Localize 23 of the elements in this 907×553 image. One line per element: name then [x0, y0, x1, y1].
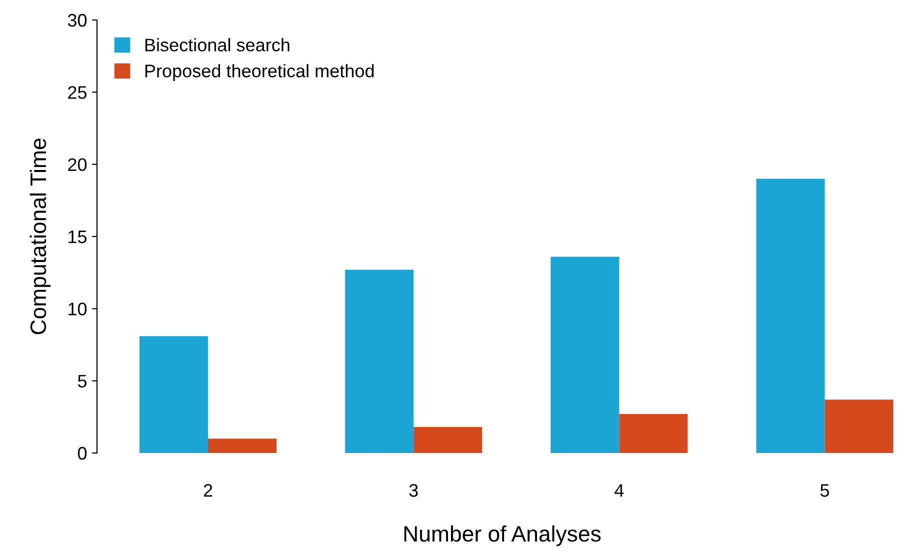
bar: [756, 178, 825, 453]
y-tick-label: 0: [78, 446, 87, 460]
legend-label: Bisectional search: [145, 38, 290, 52]
y-tick-label: 10: [68, 302, 87, 316]
x-tick-label: 5: [820, 484, 830, 497]
x-tick-label: 3: [409, 484, 418, 497]
bar: [550, 256, 620, 453]
bar: [414, 427, 482, 453]
bar: [824, 400, 894, 453]
bar: [139, 336, 208, 453]
bar: [345, 270, 414, 453]
y-tick-label: 20: [68, 158, 87, 172]
y-axis-title: Computational Time: [30, 138, 51, 334]
legend-label: Proposed theoretical method: [145, 64, 374, 81]
x-tick-label: 2: [204, 484, 212, 497]
bar: [619, 414, 688, 453]
bar: [208, 438, 277, 453]
y-tick-label: 5: [78, 374, 87, 388]
x-axis-title: Number of Analyses: [404, 525, 601, 546]
x-tick-label: 4: [614, 484, 624, 497]
y-tick-label: 30: [68, 14, 87, 27]
y-tick-label: 15: [68, 230, 87, 244]
y-tick-label: 25: [68, 86, 87, 99]
